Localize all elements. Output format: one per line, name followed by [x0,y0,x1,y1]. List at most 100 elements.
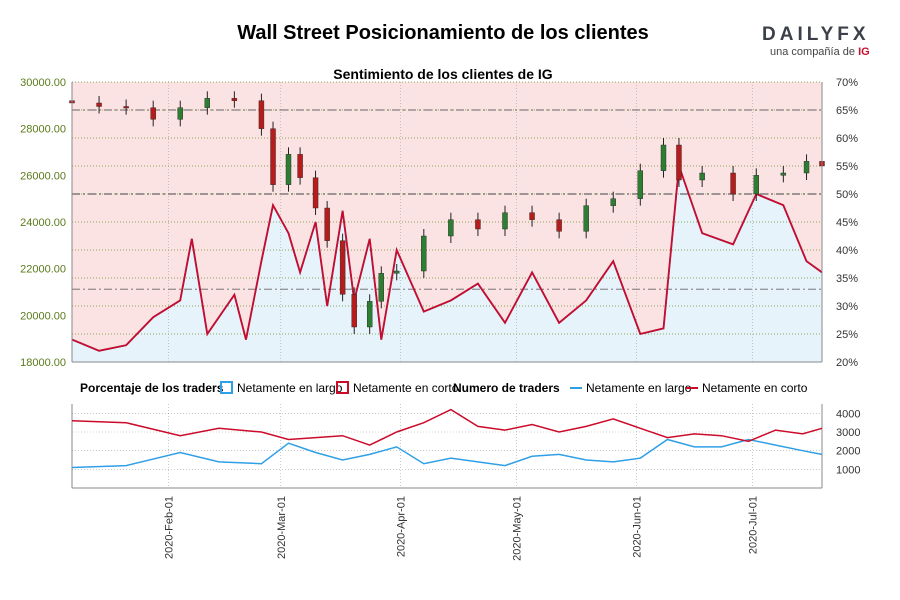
candle-body [637,170,643,199]
candle-body [583,205,589,232]
logo-tagline: una compañía de IG [770,46,870,58]
candle-body [803,161,810,174]
candle-body [753,175,759,195]
legend-short-swatch [336,381,349,394]
candle-body [610,198,616,206]
candle-body [297,154,303,178]
legend-num-short-label: Netamente en corto [702,381,808,395]
candle-body [730,172,736,195]
price-tick-label: 30000.00 [20,77,66,89]
price-tick-label: 24000.00 [20,217,66,229]
price-candle [258,93,265,136]
pct-tick-label: 65% [836,105,858,117]
candle-body [394,270,400,274]
candle-body [351,294,357,328]
price-candle [676,138,682,187]
price-candle [610,191,616,213]
price-candle [96,96,102,114]
pct-tick-label: 20% [836,357,858,369]
traders-tick-label: 3000 [836,427,860,439]
candle-body [780,172,787,176]
candle-body [312,177,319,209]
legend-num-short-swatch [686,387,698,389]
price-candle [730,166,736,201]
price-candle [366,294,373,334]
traders-tick-label: 4000 [836,408,860,420]
price-tick-label: 26000.00 [20,170,66,182]
chart-title: Wall Street Posicionamiento de los clien… [237,22,649,44]
candle-body [699,172,705,181]
dailyfx-logo: DAILYFX una compañía de IG [760,24,870,64]
legend-num-long-label: Netamente en largo [586,381,692,395]
candle-body [150,107,156,120]
price-candle [660,138,667,178]
candle-body [123,106,129,109]
price-candle [421,229,427,278]
pct-tick-label: 60% [836,133,858,145]
candle-body [676,144,682,181]
price-candle [394,264,400,281]
traders-tick-label: 1000 [836,464,860,476]
chart-subtitle: Sentimiento de los clientes de IG [333,66,553,82]
price-candle [297,147,303,185]
price-candle [803,154,810,180]
price-candle [177,100,183,127]
pct-tick-label: 35% [836,273,858,285]
candle-body [421,235,427,272]
pct-tick-label: 50% [836,189,858,201]
price-candle [324,201,330,248]
price-candle [339,233,346,302]
candle-body [529,212,535,220]
pct-tick-label: 70% [836,77,858,89]
pct-tick-label: 30% [836,301,858,313]
candle-body [556,219,562,232]
candle-body [204,98,211,108]
price-tick-label: 20000.00 [20,310,66,322]
legend-pct-short: Netamente en corto [336,381,458,395]
price-candle [556,212,562,239]
long-area-fill [72,166,822,362]
candle-body [502,212,508,230]
legend-pct-title: Porcentaje de los traders [80,381,224,395]
candle-body [339,240,346,295]
x-tick-label: 2020-Feb-01 [164,496,176,559]
price-candle [270,121,276,192]
candle-body [378,273,384,302]
legend-pct-long-label: Netamente en largo [237,381,343,395]
candle-body [177,107,183,120]
price-tick-label: 18000.00 [20,357,66,369]
candle-body [475,219,481,230]
logo-tag-brand: IG [858,46,870,58]
price-candle [123,99,129,115]
x-tick-label: 2020-Jul-01 [747,496,759,554]
price-candle [475,212,481,236]
price-candle [583,198,589,239]
legend-num-short: Netamente en corto [686,381,807,395]
legend-pct-long: Netamente en largo [220,381,342,395]
pct-tick-label: 25% [836,329,858,341]
legend-num-title: Numero de traders [453,381,560,395]
price-candle [204,91,211,115]
candle-body [270,128,276,185]
price-candle [699,166,705,187]
candle-body [660,144,667,171]
candle-body [96,102,102,107]
pct-tick-label: 55% [836,161,858,173]
x-tick-label: 2020-Jun-01 [631,496,643,558]
traders-long-line [71,438,823,469]
legend-num-long-swatch [570,387,582,389]
pct-tick-label: 40% [836,245,858,257]
price-tick-label: 28000.00 [20,124,66,136]
price-candle [312,170,319,215]
x-tick-label: 2020-Apr-01 [396,496,408,557]
candle-body [366,301,373,328]
price-candle [753,168,759,201]
price-candle [780,166,787,183]
legend-long-swatch [220,381,233,394]
traders-tick-label: 2000 [836,446,860,458]
candle-body [448,219,454,237]
price-candle [285,147,292,192]
price-candle [351,287,357,334]
candle-body [231,98,238,101]
